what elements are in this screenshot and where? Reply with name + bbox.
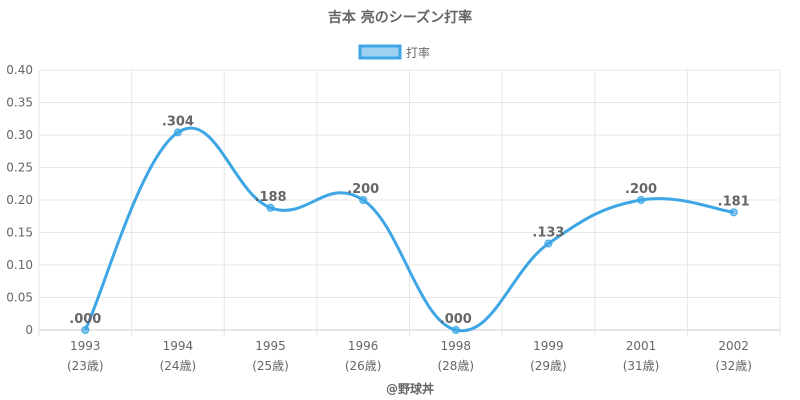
x-tick-label: 2002 [718,339,749,353]
x-tick-sublabel: (31歳) [623,359,660,373]
x-tick-sublabel: (26歳) [345,359,382,373]
x-tick-label: 1998 [441,339,472,353]
x-tick-label: 1999 [533,339,564,353]
x-tick-sublabel: (29歳) [530,359,567,373]
x-axis: 1993 (23歳) 1994 (24歳) 1995 (25歳) 1996 (26歳) 1998… [67,339,752,373]
y-tick-label: 0 [25,323,33,337]
data-point[interactable] [451,326,460,334]
legend[interactable]: 打率 [358,44,430,60]
data-label: .181 [718,194,750,209]
x-tick-sublabel: (28歳) [437,359,474,373]
x-tick-label: 1994 [163,339,194,353]
data-label: .188 [255,190,287,205]
data-label: .000 [440,312,472,327]
data-point[interactable] [81,326,90,334]
legend-label: 打率 [406,45,430,60]
x-tick-sublabel: (24歳) [160,359,197,373]
x-tick-label: 1993 [70,339,101,353]
data-label: .000 [69,312,101,327]
grid [38,69,781,336]
y-tick-label: 0.20 [6,193,33,207]
data-label: .133 [532,226,564,241]
data-point[interactable] [266,203,275,212]
y-tick-label: 0.25 [6,161,33,175]
legend-swatch [358,44,402,60]
data-label: .200 [347,182,379,197]
x-tick-label: 1995 [255,339,286,353]
y-tick-label: 0.10 [6,258,33,272]
y-axis: 0 0.05 0.10 0.15 0.20 0.25 0.30 0.35 0.40 [6,63,33,337]
x-tick-label: 2001 [626,339,657,353]
chart-title: 吉本 亮のシーズン打率 [328,9,472,26]
data-point[interactable] [173,128,182,137]
x-tick-sublabel: (32歳) [715,359,752,373]
data-point[interactable] [729,208,738,217]
data-labels: .000 .304 .188 .200 .000 .133 .200 .181 [69,114,749,327]
x-tick-label: 1996 [348,339,379,353]
y-tick-label: 0.05 [6,291,33,305]
x-tick-sublabel: (25歳) [252,359,289,373]
y-tick-label: 0.40 [6,63,33,77]
data-point[interactable] [544,239,553,248]
y-tick-label: 0.15 [6,226,33,240]
data-label: .304 [162,114,194,129]
y-tick-label: 0.30 [6,128,33,142]
x-tick-sublabel: (23歳) [67,359,104,373]
data-point[interactable] [359,196,368,204]
data-points [81,128,738,334]
y-tick-label: 0.35 [6,96,33,110]
data-label: .200 [625,182,657,197]
credit-text: @野球丼 [386,381,434,396]
data-point[interactable] [637,196,646,204]
